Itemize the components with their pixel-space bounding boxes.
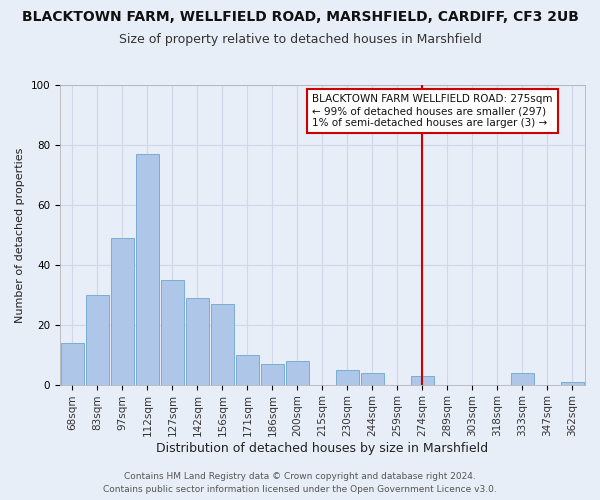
Bar (236, 354, 259, 384)
Bar (511, 372, 534, 384)
Bar (211, 304, 234, 384)
Bar (86, 295, 109, 384)
Y-axis label: Number of detached properties: Number of detached properties (15, 148, 25, 322)
Text: Size of property relative to detached houses in Marshfield: Size of property relative to detached ho… (119, 32, 481, 46)
Bar (411, 376, 434, 384)
Bar (286, 360, 309, 384)
Bar (161, 280, 184, 384)
Bar (136, 154, 159, 384)
Bar (561, 382, 584, 384)
Text: Contains HM Land Registry data © Crown copyright and database right 2024.
Contai: Contains HM Land Registry data © Crown c… (103, 472, 497, 494)
Bar (186, 298, 209, 384)
Bar (111, 238, 134, 384)
Bar (336, 370, 359, 384)
Bar (61, 342, 84, 384)
X-axis label: Distribution of detached houses by size in Marshfield: Distribution of detached houses by size … (157, 442, 488, 455)
Bar (261, 364, 284, 384)
Text: BLACKTOWN FARM, WELLFIELD ROAD, MARSHFIELD, CARDIFF, CF3 2UB: BLACKTOWN FARM, WELLFIELD ROAD, MARSHFIE… (22, 10, 578, 24)
Text: BLACKTOWN FARM WELLFIELD ROAD: 275sqm
← 99% of detached houses are smaller (297): BLACKTOWN FARM WELLFIELD ROAD: 275sqm ← … (313, 94, 553, 128)
Bar (361, 372, 384, 384)
